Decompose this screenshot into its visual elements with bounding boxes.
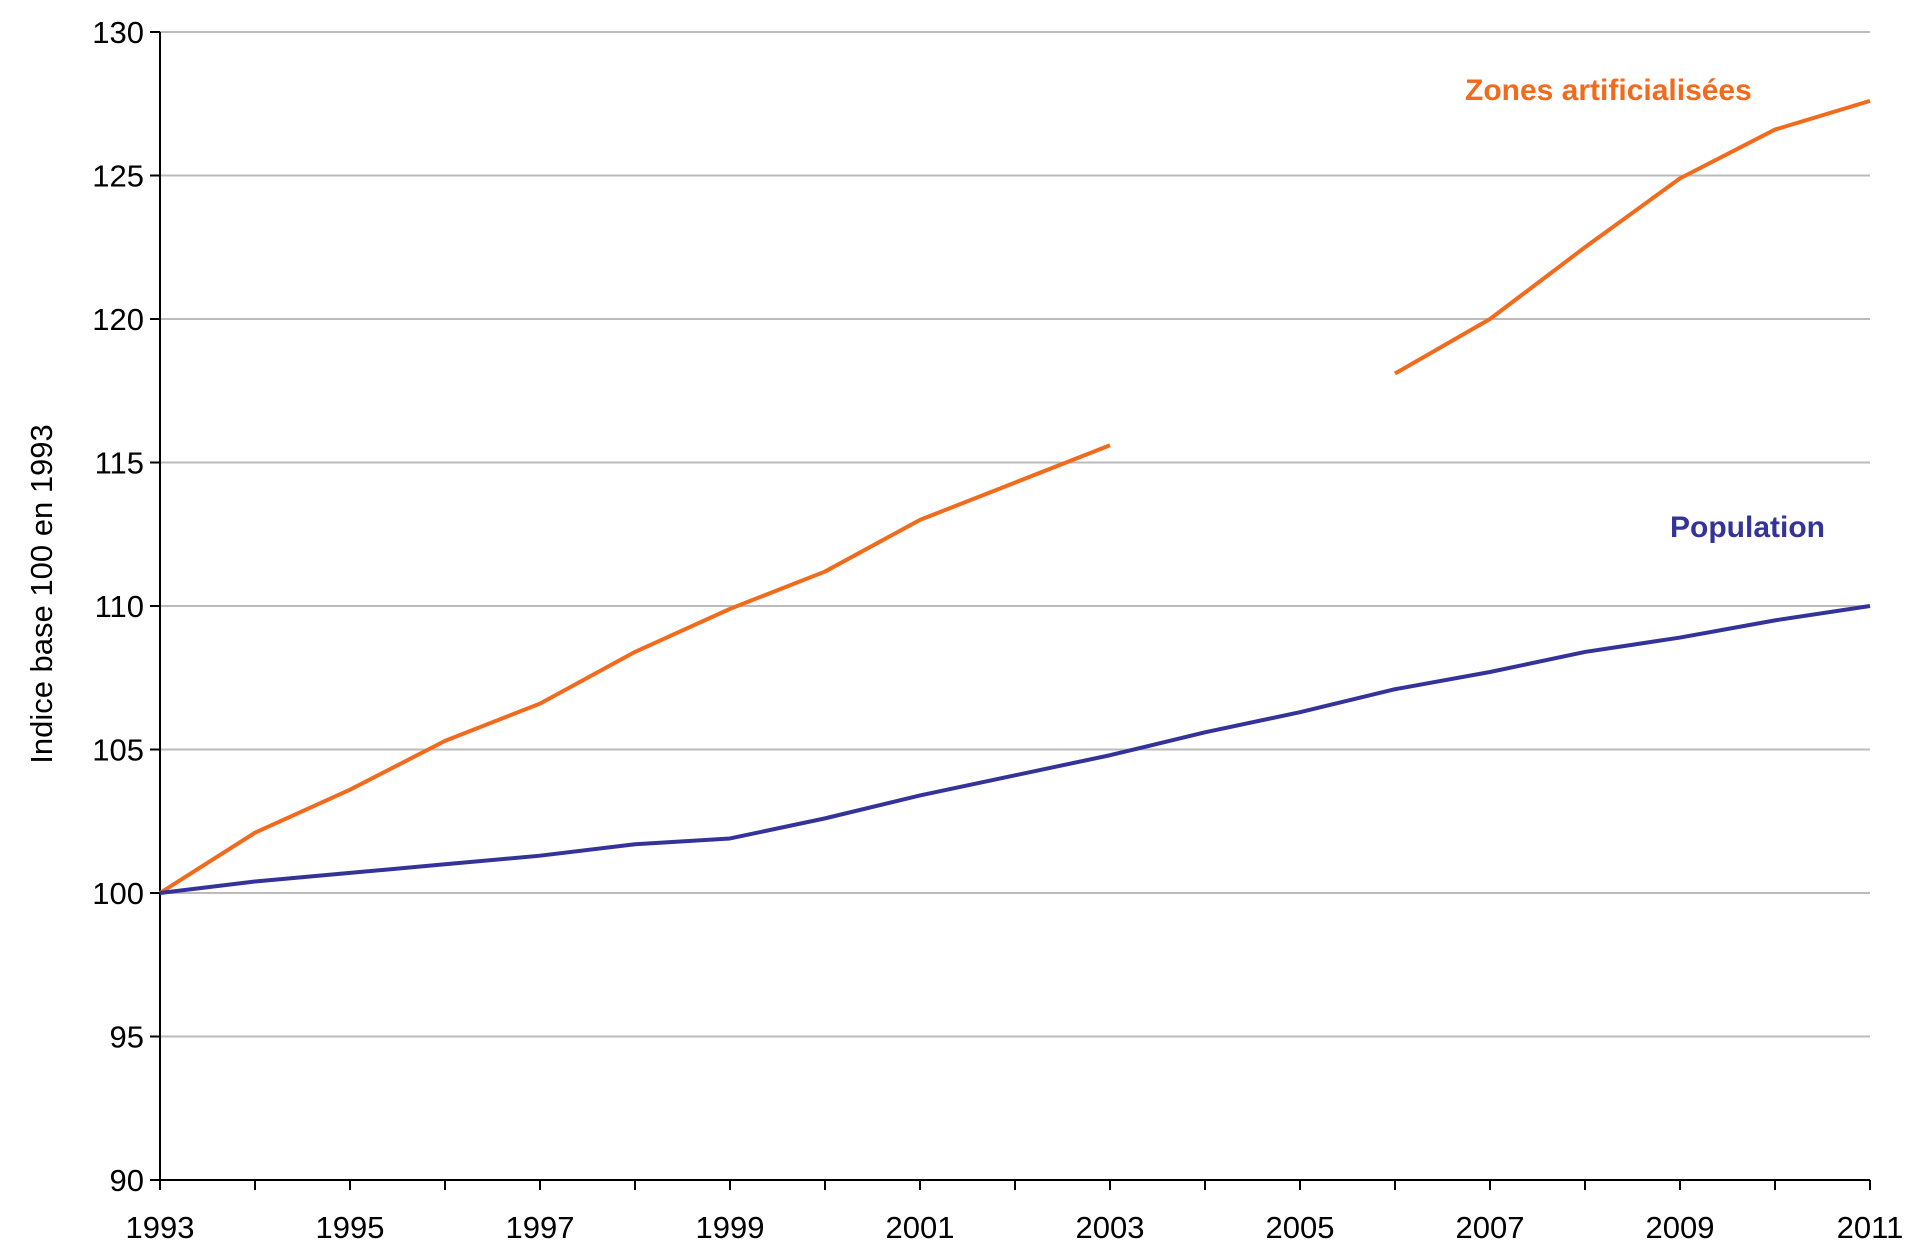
y-tick-label: 125 <box>92 159 144 194</box>
y-tick-label: 100 <box>92 876 144 911</box>
y-tick-label: 90 <box>110 1163 144 1198</box>
series-label: Zones artificialisées <box>1465 74 1752 107</box>
y-tick-label: 105 <box>92 733 144 768</box>
x-tick-label: 2005 <box>1266 1210 1335 1245</box>
x-tick-label: 1993 <box>126 1210 195 1245</box>
y-tick-label: 130 <box>92 15 144 50</box>
x-tick-label: 2007 <box>1456 1210 1525 1245</box>
y-tick-label: 115 <box>95 446 144 481</box>
series-line <box>159 604 1871 895</box>
x-tick-label: 2011 <box>1837 1210 1904 1245</box>
y-tick-label: 120 <box>92 302 144 337</box>
x-tick-label: 2009 <box>1646 1210 1715 1245</box>
x-tick-label: 1997 <box>506 1210 575 1245</box>
x-tick-label: 2001 <box>886 1210 955 1245</box>
y-tick-label: 110 <box>95 589 144 624</box>
series-label: Population <box>1670 511 1825 544</box>
y-tick-label: 95 <box>110 1020 144 1055</box>
y-axis-label: Indice base 100 en 1993 <box>24 424 59 764</box>
series-line <box>158 98 1871 895</box>
x-tick-label: 1995 <box>316 1210 385 1245</box>
x-tick-label: 2003 <box>1076 1210 1145 1245</box>
x-tick-label: 1999 <box>696 1210 765 1245</box>
